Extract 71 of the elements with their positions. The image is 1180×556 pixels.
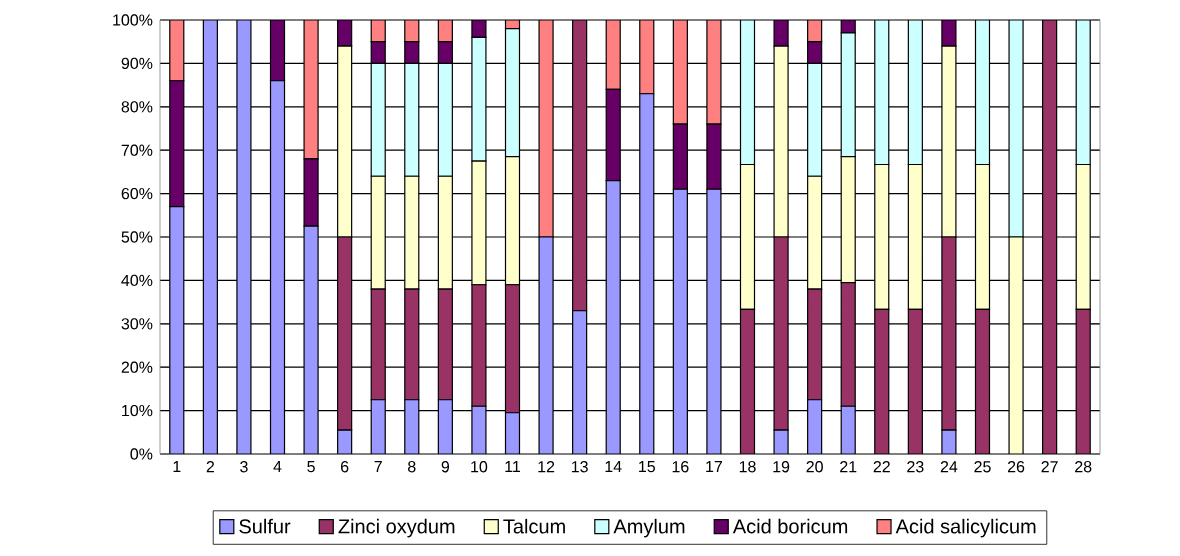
x-tick-label: 4: [273, 461, 282, 473]
bar: [840, 281, 856, 407]
x-tick-label: 19: [773, 461, 790, 473]
x-tick-label: 11: [505, 461, 521, 473]
x-tick-label: 28: [1075, 461, 1092, 473]
bar: [874, 163, 890, 311]
x-tick-label: 9: [441, 461, 450, 473]
bar: [504, 156, 521, 286]
legend-label: Sulfur: [239, 518, 291, 534]
y-tick-label: 30%: [121, 318, 153, 330]
bar: [370, 175, 386, 290]
bar: [907, 163, 923, 311]
x-tick-label: 2: [206, 461, 215, 473]
bar: [437, 175, 453, 290]
x-tick-label: 24: [940, 461, 958, 473]
bar: [1075, 163, 1091, 311]
y-tick-label: 0%: [130, 448, 153, 460]
legend-label: Amylum: [613, 518, 685, 538]
x-tick-label: 13: [571, 461, 588, 473]
x-tick-label: 16: [672, 461, 689, 473]
x-tick-label: 22: [873, 461, 890, 473]
x-tick-label: 14: [605, 461, 622, 473]
bar: [739, 163, 756, 311]
bar: [739, 308, 756, 454]
bar: [907, 308, 923, 454]
y-tick-label: 40%: [121, 274, 153, 287]
bar: [404, 175, 420, 290]
x-tick-label: 3: [240, 461, 248, 473]
bar: [1075, 308, 1091, 454]
x-tick-label: 15: [639, 461, 655, 473]
x-tick-label: 6: [341, 461, 349, 473]
x-tick-label: 18: [739, 461, 756, 473]
bar: [337, 236, 353, 431]
legend-label: Zinci oxydum: [338, 518, 455, 538]
bar: [572, 20, 588, 312]
y-tick-label: 50%: [121, 231, 153, 243]
x-tick-label: 1: [173, 461, 181, 473]
x-tick-label: 20: [806, 461, 823, 473]
y-tick-label: 60%: [121, 187, 153, 200]
x-tick-label: 10: [471, 461, 488, 473]
bar: [337, 45, 353, 238]
x-tick-label: 5: [307, 461, 315, 473]
x-tick-label: 26: [1007, 461, 1025, 473]
y-tick-label: 90%: [121, 57, 153, 70]
bar: [807, 288, 823, 401]
bar: [1042, 20, 1058, 454]
y-tick-label: 80%: [121, 101, 153, 113]
y-tick-label: 10%: [122, 404, 153, 417]
legend-label: Talcum: [503, 518, 565, 534]
x-tick-label: 27: [1041, 461, 1058, 473]
x-tick-label: 25: [974, 461, 991, 473]
x-tick-label: 12: [538, 461, 555, 473]
x-tick-label: 7: [374, 461, 382, 473]
legend-label: Acid salicylicum: [895, 518, 1036, 538]
y-tick-label: 70%: [121, 144, 153, 156]
bar: [974, 308, 991, 454]
y-tick-label: 20%: [121, 361, 153, 373]
x-tick-label: 8: [408, 461, 416, 473]
x-tick-label: 21: [840, 461, 857, 473]
bar: [974, 163, 991, 311]
y-tick-label: 100%: [113, 14, 153, 26]
bar: [504, 284, 521, 414]
bar: [437, 288, 453, 401]
x-tick-label: 17: [706, 461, 723, 473]
bar: [874, 308, 890, 454]
bar: [807, 175, 823, 290]
x-tick-label: 23: [907, 461, 924, 473]
bar: [840, 156, 856, 284]
bar: [404, 288, 420, 401]
legend-label: Acid boricum: [732, 518, 848, 534]
bar: [370, 288, 386, 401]
